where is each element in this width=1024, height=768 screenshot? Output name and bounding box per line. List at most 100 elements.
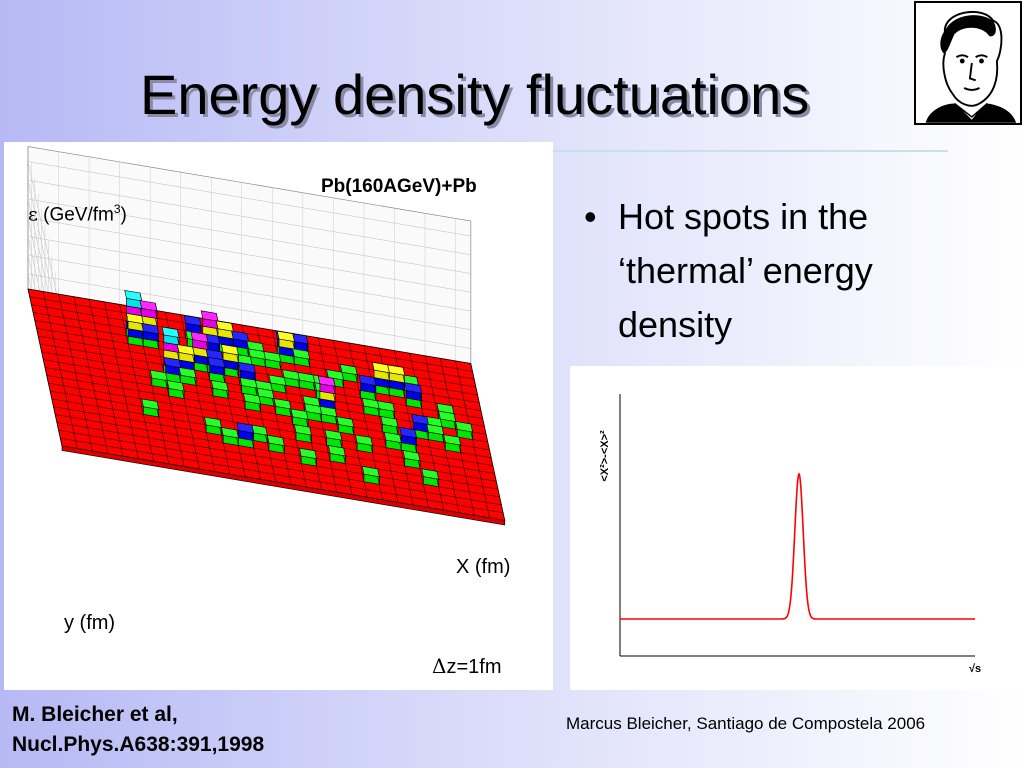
wall-gridline — [27, 161, 471, 319]
tower-top — [161, 326, 180, 338]
goethe-portrait-logo — [914, 1, 1022, 125]
tower-top — [236, 422, 255, 434]
tower-top — [377, 400, 395, 412]
tower-top — [266, 434, 285, 447]
tower-top — [443, 434, 462, 446]
tower-top — [166, 380, 185, 392]
tower-top — [126, 312, 144, 325]
tower-top — [294, 424, 312, 436]
tower-top — [411, 413, 429, 425]
tower-top — [221, 344, 239, 356]
tower-top — [317, 375, 336, 387]
footer-text: Marcus Bleicher, Santiago de Compostela … — [566, 714, 926, 733]
tower-top — [355, 434, 373, 446]
floor-gridline — [48, 382, 492, 458]
floor-gridline — [104, 301, 139, 459]
tower-top — [399, 426, 417, 439]
bullet-list: • Hot spots in the ‘thermal’ energy dens… — [580, 190, 980, 352]
floor-gridline — [60, 437, 504, 513]
tower-top — [380, 416, 399, 428]
tower-top — [268, 374, 287, 386]
floor-gridline — [50, 390, 493, 466]
z-axis-label: ε (GeV/fm3) — [28, 202, 127, 226]
tower-top — [328, 445, 346, 457]
tower-top — [141, 323, 160, 335]
wall-gridline — [27, 179, 471, 338]
fluctuation-curve — [620, 472, 975, 620]
tower-top — [299, 447, 317, 459]
tower-top — [124, 290, 143, 302]
floor-gridline — [29, 296, 473, 372]
tower-top — [238, 362, 256, 374]
fluctuation-plot-panel: <X²>-<X>² √s — [570, 366, 1024, 690]
tower-top — [243, 393, 261, 405]
tower-top — [336, 416, 355, 428]
tower-top — [383, 431, 402, 444]
tower-top — [426, 423, 445, 436]
tower-top — [421, 468, 439, 480]
dz-label: Δz=1fm — [432, 654, 501, 679]
reference-journal: Nucl.Phys.A638:391,1998 — [12, 733, 265, 756]
tower-top — [163, 357, 182, 369]
tower-top — [256, 387, 275, 399]
tower-top — [438, 410, 456, 422]
tower-top — [277, 330, 295, 342]
tower-top — [358, 374, 377, 386]
tower-top — [326, 369, 344, 381]
bullet-text: Hot spots in the ‘thermal’ energy densit… — [618, 196, 873, 345]
floor-gridline — [58, 294, 93, 452]
floor-gridline — [43, 291, 78, 449]
tower-top — [319, 405, 338, 418]
fluctuation-chart: <X²>-<X>² √s — [599, 394, 981, 675]
tower-top — [455, 421, 473, 433]
tower-top — [141, 398, 160, 410]
title-divider — [553, 150, 948, 152]
z-axis-close: ) — [120, 204, 127, 226]
chart-y-label: <X²>-<X>² — [599, 430, 611, 482]
epsilon-symbol: ε — [28, 203, 38, 226]
tower-top — [361, 465, 380, 478]
tower-top — [404, 382, 422, 394]
tower-top — [324, 429, 343, 441]
tower-top — [215, 320, 234, 332]
tower-top — [290, 408, 309, 420]
tower-top — [273, 398, 292, 410]
z-axis-unit: (GeV/fm — [37, 204, 114, 226]
tower-top — [263, 351, 282, 363]
z-axis-exponent: 3 — [113, 202, 121, 216]
tower-top — [204, 416, 222, 428]
tower-top — [149, 369, 168, 381]
floor-edge — [61, 445, 506, 526]
tower-top — [207, 356, 226, 368]
lego-plot-panel: Pb(160AGeV)+Pb ε (GeV/fm3) X (fm) y (fm)… — [4, 142, 553, 690]
lego-plot — [27, 146, 506, 526]
slide-title: Energy density fluctuations — [140, 63, 810, 126]
tower-top — [190, 331, 209, 343]
reference-citation: M. Bleicher et al, Nucl.Phys.A638:391,19… — [12, 700, 264, 760]
tower-top — [292, 348, 311, 360]
tower-top — [339, 363, 358, 376]
tower-top — [221, 427, 239, 439]
chart-x-label: √s — [969, 663, 981, 675]
tower-top — [231, 330, 249, 342]
delta-symbol: Δ — [432, 654, 447, 678]
reference-authors: M. Bleicher et al, — [12, 703, 178, 726]
tower-top — [139, 300, 158, 312]
bullet-item: • Hot spots in the ‘thermal’ energy dens… — [580, 190, 980, 352]
tower-top — [178, 367, 197, 379]
floor-gridline — [73, 296, 109, 454]
reaction-label: Pb(160AGeV)+Pb — [321, 176, 477, 197]
tower-top — [387, 364, 406, 376]
dz-text: z=1fm — [446, 656, 502, 678]
tower-top — [402, 450, 421, 462]
tower-top — [200, 310, 219, 322]
tower-top — [210, 380, 229, 392]
x-axis-label: X (fm) — [456, 556, 511, 578]
floor-gridline — [180, 314, 215, 472]
portrait-drawing — [925, 11, 1017, 123]
tower-top — [183, 315, 202, 327]
tower-top — [176, 344, 195, 356]
y-axis-label: y (fm) — [64, 612, 116, 634]
floor-gridline — [363, 345, 399, 503]
floor-gridline — [88, 299, 124, 457]
